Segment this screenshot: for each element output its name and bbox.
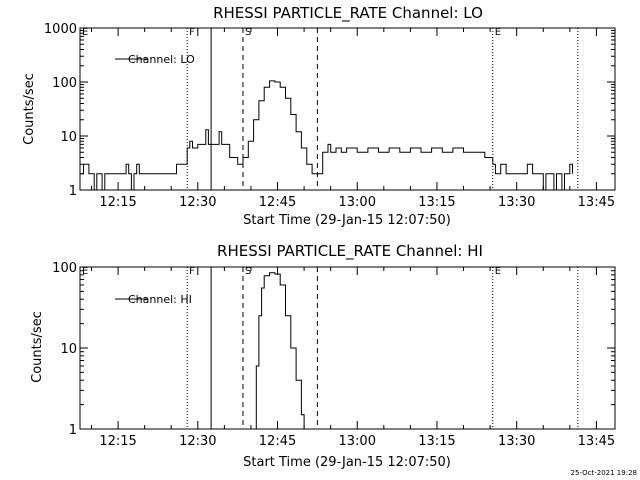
- legend: Channel: LO: [115, 53, 195, 66]
- x-axis-label: Start Time (29-Jan-15 12:07:50): [243, 213, 451, 228]
- y-axis-ticks: 1 10 100 1000: [44, 22, 615, 199]
- marker-label-e: E: [82, 27, 88, 38]
- chart-title: RHESSI PARTICLE_RATE Channel: LO: [213, 4, 483, 23]
- y-tick-label: 10: [60, 130, 77, 145]
- plot-lo-channel: RHESSI PARTICLE_RATE Channel: LO E F S E Ch…: [22, 4, 616, 228]
- x-axis-ticks: 12:15 12:30 12:45 13:00 13:15 13:30 13:45: [91, 28, 615, 210]
- legend-label: Channel: LO: [128, 53, 195, 66]
- x-tick-label: 12:15: [99, 195, 136, 210]
- y-tick-label: 1000: [44, 22, 77, 37]
- y-tick-label: 100: [52, 76, 77, 91]
- y-axis-label: Counts/sec: [22, 73, 37, 145]
- x-tick-label: 13:45: [578, 434, 615, 449]
- y-tick-label: 10: [60, 342, 77, 357]
- x-axis-label: Start Time (29-Jan-15 12:07:50): [243, 455, 451, 470]
- x-tick-label: 12:30: [179, 434, 216, 449]
- marker-label-s: S: [245, 266, 251, 277]
- x-tick-label: 13:45: [578, 195, 615, 210]
- y-tick-label: 1: [69, 423, 77, 438]
- x-tick-label: 13:00: [339, 195, 376, 210]
- series-line-lo: [80, 80, 573, 191]
- footer-timestamp: 25-Oct-2021 19:28: [571, 469, 637, 477]
- x-tick-label: 13:15: [418, 434, 455, 449]
- y-axis-ticks: 1 10 100: [52, 261, 615, 438]
- x-tick-label: 13:15: [418, 195, 455, 210]
- marker-label-e: E: [82, 266, 88, 277]
- x-tick-label: 12:30: [179, 195, 216, 210]
- y-tick-label: 100: [52, 261, 77, 276]
- marker-label-e: E: [495, 27, 501, 38]
- chart-title: RHESSI PARTICLE_RATE Channel: HI: [217, 242, 483, 261]
- plot-frame: [79, 266, 616, 430]
- legend: Channel: HI: [115, 293, 192, 306]
- marker-label-f: F: [189, 27, 195, 38]
- plot-hi-channel: RHESSI PARTICLE_RATE Channel: HI E F S E Ch…: [30, 242, 616, 470]
- x-axis-ticks: 12:15 12:30 12:45 13:00 13:15 13:30 13:45: [91, 267, 615, 449]
- marker-label-s: S: [245, 27, 251, 38]
- marker-label-f: F: [189, 266, 195, 277]
- series-line-hi: [251, 272, 305, 430]
- x-tick-label: 13:30: [498, 434, 535, 449]
- y-axis-label: Counts/sec: [30, 311, 45, 383]
- marker-label-e: E: [495, 266, 501, 277]
- x-tick-label: 12:45: [259, 434, 296, 449]
- x-tick-label: 13:30: [498, 195, 535, 210]
- x-tick-label: 13:00: [339, 434, 376, 449]
- x-tick-label: 12:45: [259, 195, 296, 210]
- legend-label: Channel: HI: [128, 293, 192, 306]
- x-tick-label: 12:15: [99, 434, 136, 449]
- y-tick-label: 1: [69, 184, 77, 199]
